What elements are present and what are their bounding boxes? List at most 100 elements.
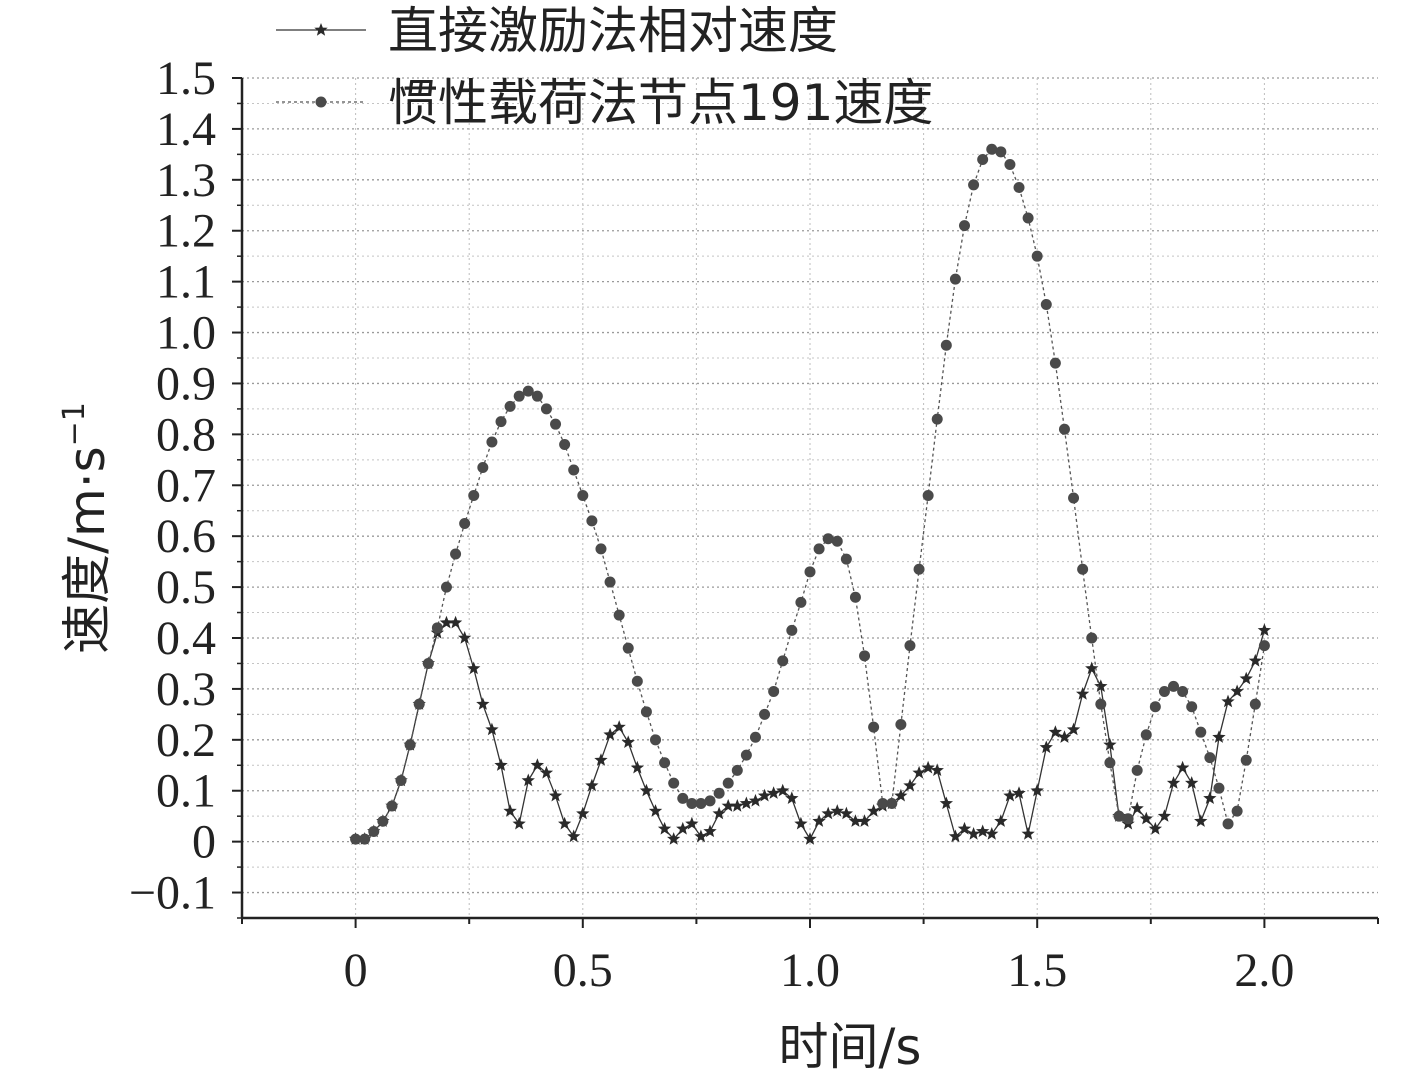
series-1-point: [1257, 623, 1272, 636]
series-2-point: [904, 640, 916, 652]
series-1-point: [1157, 809, 1172, 822]
series-2-point: [922, 489, 934, 501]
series-1-point: [439, 615, 454, 629]
series-1-point: [530, 758, 544, 771]
series-1-point: [794, 816, 808, 830]
series-2-point: [659, 757, 671, 769]
y-tick-label: 1.2: [156, 205, 216, 258]
y-tick-label: −0.1: [129, 867, 216, 920]
series-1-point: [1085, 661, 1099, 675]
y-axis-title: 速度/m·s−1: [57, 402, 116, 654]
series: [348, 143, 1272, 845]
y-tick-label: 1.0: [156, 307, 216, 360]
series-1-point: [1248, 653, 1262, 667]
series-1-point: [1203, 791, 1217, 804]
series-2-point: [1177, 685, 1189, 697]
series-1-point: [830, 804, 844, 817]
y-tick-label: 0.3: [156, 663, 216, 716]
series-2-point: [940, 339, 952, 351]
series-2-point: [777, 655, 789, 667]
series-2-point: [450, 548, 462, 560]
series-1-point: [1030, 783, 1044, 797]
series-1-point: [548, 788, 563, 802]
series-1-point: [921, 760, 935, 774]
legend-item-1: 直接激励法相对速度: [276, 2, 838, 60]
series-1-point: [1239, 671, 1253, 685]
series-2-point: [1086, 632, 1098, 644]
series-2-point: [1095, 698, 1107, 710]
series-1: [348, 615, 1272, 845]
series-1-point: [985, 827, 999, 840]
series-2-point: [731, 764, 743, 776]
series-2-point: [368, 825, 380, 837]
series-1-point: [821, 806, 835, 820]
series-1-point: [721, 799, 735, 812]
series-2-point: [359, 833, 371, 845]
series-1-point: [521, 773, 535, 787]
series-1-point: [839, 806, 853, 820]
series-1-point: [776, 783, 790, 797]
y-tick-label: 0.2: [156, 714, 216, 767]
series-2-point: [586, 515, 598, 527]
series-2-point: [1149, 701, 1161, 713]
series-2-point: [1077, 563, 1089, 575]
series-2-point: [1004, 159, 1016, 171]
series-2-point: [577, 489, 589, 501]
series-1-point: [1003, 788, 1017, 802]
y-tick-label: 0: [192, 816, 216, 869]
series-2-point: [1031, 250, 1043, 262]
series-1-point: [803, 832, 817, 845]
x-axis-title: 时间/s: [779, 1018, 922, 1076]
series-2-point: [495, 416, 507, 428]
series-1-point: [694, 829, 708, 843]
series-2-point: [695, 797, 707, 809]
series-2-point: [749, 731, 761, 743]
series-1-point: [994, 814, 1008, 827]
series-2-point: [949, 273, 961, 285]
series-2-point: [859, 650, 871, 662]
series-1-point: [748, 793, 763, 807]
series-1-point: [1185, 776, 1199, 789]
series-1-point: [730, 799, 744, 812]
x-tick-label: 2.0: [1234, 944, 1294, 997]
series-1-point: [757, 788, 772, 802]
y-tick-label: 1.3: [156, 154, 216, 207]
series-1-point: [903, 778, 917, 792]
series-2-point: [477, 461, 489, 473]
series-2-point: [1258, 640, 1270, 652]
series-2-line: [355, 148, 1266, 840]
series-2-point: [886, 797, 898, 809]
series-2-point: [995, 146, 1007, 158]
series-1-point: [1230, 684, 1244, 698]
series-2-point: [668, 777, 680, 789]
series-2-point: [677, 792, 689, 804]
series-1-point: [1212, 730, 1226, 743]
series-1-point: [939, 796, 953, 810]
series-2-point: [768, 685, 780, 697]
series-1-point: [639, 783, 654, 797]
series-1-point: [630, 760, 644, 774]
series-2-point: [1122, 813, 1134, 825]
series-1-point: [867, 804, 881, 817]
series-2-point: [877, 797, 889, 809]
series-1-point: [912, 765, 926, 779]
series-2-point: [795, 596, 807, 608]
series-2-point: [1140, 729, 1152, 741]
series-2-point: [531, 390, 543, 402]
series-2-point: [840, 553, 852, 565]
series-1-point: [712, 806, 726, 820]
legend-item-2: 惯性载荷法节点191速度: [276, 74, 933, 132]
series-2-point: [595, 543, 607, 555]
series-2-point: [1204, 752, 1216, 764]
series-1-point: [894, 788, 908, 802]
series-2-point: [1186, 701, 1198, 713]
series-2-point: [650, 734, 662, 746]
series-2-point: [404, 739, 416, 751]
series-1-point: [930, 763, 944, 776]
series-1-point: [685, 816, 699, 830]
series-2-point: [958, 220, 970, 232]
series-2-point: [1068, 492, 1080, 504]
series-2-point: [813, 543, 825, 555]
